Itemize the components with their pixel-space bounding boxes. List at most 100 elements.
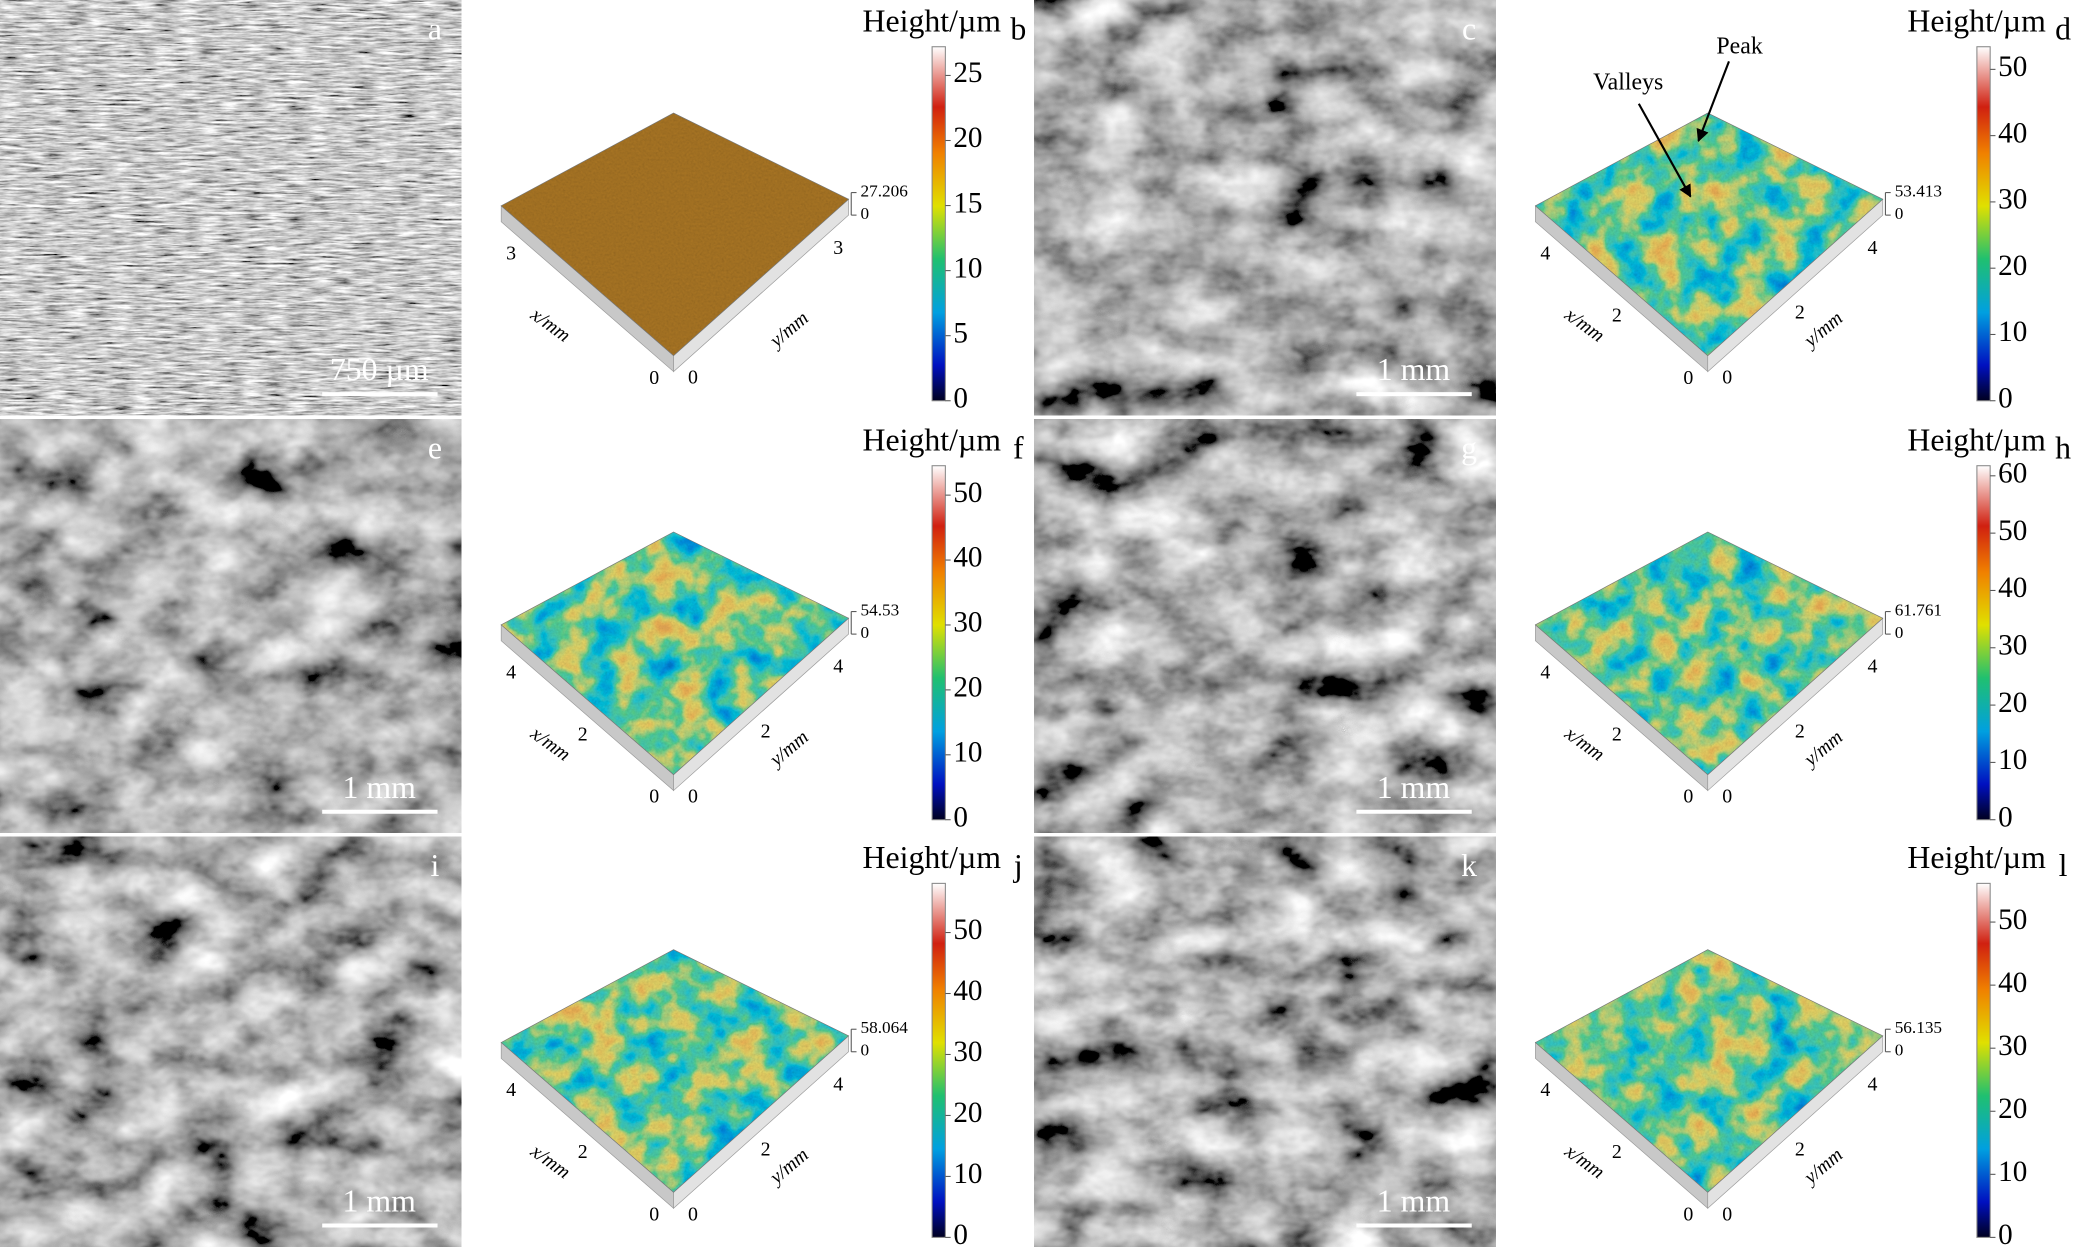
colorbar-tick-label: 0 bbox=[1998, 382, 2013, 414]
y-tick-label: 2 bbox=[761, 1138, 771, 1160]
y-tick-label: 4 bbox=[1867, 237, 1877, 259]
x-axis-label: x/mm bbox=[526, 722, 575, 766]
x-tick-label: 0 bbox=[649, 367, 659, 389]
y-tick-label: 3 bbox=[833, 237, 843, 259]
sem-image bbox=[1034, 836, 1496, 1247]
y-axis-label: y/mm bbox=[764, 1144, 813, 1190]
z-min-label: 0 bbox=[1895, 1041, 1904, 1060]
panel-label: f bbox=[1013, 430, 1024, 465]
panel-label: i bbox=[430, 848, 439, 883]
scale-bar-label: 750 µm bbox=[330, 352, 429, 387]
panel-label: e bbox=[428, 430, 442, 465]
x-tick-label: 0 bbox=[1683, 786, 1693, 808]
scale-bar-label: 1 mm bbox=[343, 1184, 417, 1219]
z-min-label: 0 bbox=[861, 204, 870, 223]
sem-image bbox=[0, 419, 462, 833]
y-tick-label: 2 bbox=[1795, 721, 1805, 743]
colorbar-tick-label: 10 bbox=[1998, 1156, 2027, 1188]
y-tick-label: 4 bbox=[833, 1073, 843, 1095]
panel-label: h bbox=[2055, 430, 2071, 465]
y-axis-label: y/mm bbox=[764, 307, 813, 353]
y-tick-label: 0 bbox=[1722, 367, 1732, 389]
colorbar-tick-label: 0 bbox=[953, 801, 968, 833]
colorbar-tick-label: 40 bbox=[1998, 117, 2027, 149]
panel-label: k bbox=[1461, 848, 1477, 883]
surface-edge bbox=[500, 531, 850, 776]
x-axis-label: x/mm bbox=[1560, 1140, 1609, 1184]
y-tick-label: 0 bbox=[688, 367, 698, 389]
colorbar-tick-label: 50 bbox=[1998, 51, 2027, 83]
z-max-label: 54.53 bbox=[861, 601, 900, 620]
panel-label: a bbox=[428, 11, 442, 46]
colorbar-tick-label: 20 bbox=[1998, 687, 2027, 719]
x-tick-label: 4 bbox=[1540, 242, 1550, 264]
colorbar-tick-label: 40 bbox=[1998, 572, 2027, 604]
y-tick-label: 2 bbox=[761, 721, 771, 743]
colorbar-tick-label: 30 bbox=[1998, 1030, 2027, 1062]
colorbar-title: Height/µm bbox=[863, 840, 1002, 875]
y-axis-label: y/mm bbox=[1798, 1144, 1847, 1190]
colorbar-tick-label: 25 bbox=[953, 57, 982, 89]
colorbar-tick-label: 10 bbox=[953, 736, 982, 768]
colorbar-title: Height/µm bbox=[1907, 840, 2046, 875]
panel-label: g bbox=[1461, 430, 1477, 465]
z-max-label: 58.064 bbox=[861, 1018, 909, 1037]
colorbar-title: Height/µm bbox=[863, 422, 1002, 457]
scale-bar-label: 1 mm bbox=[1377, 1184, 1451, 1219]
y-tick-label: 4 bbox=[833, 656, 843, 678]
colorbar-tick-label: 40 bbox=[1998, 967, 2027, 999]
colorbar bbox=[931, 882, 946, 1238]
annotation-arrow bbox=[1637, 103, 1692, 198]
x-tick-label: 0 bbox=[649, 1203, 659, 1225]
annotation-text: Valleys bbox=[1593, 69, 1663, 95]
colorbar-tick-label: 30 bbox=[1998, 184, 2027, 216]
x-tick-label: 4 bbox=[506, 1079, 516, 1101]
colorbar-tick-label: 20 bbox=[953, 672, 982, 704]
x-tick-label: 2 bbox=[578, 1141, 588, 1163]
panel-label: d bbox=[2055, 11, 2071, 46]
colorbar-tick-label: 50 bbox=[953, 477, 982, 509]
scale-bar-label: 1 mm bbox=[1377, 352, 1451, 387]
z-min-label: 0 bbox=[861, 1041, 870, 1060]
x-tick-label: 2 bbox=[1612, 305, 1622, 327]
colorbar-tick-label: 30 bbox=[953, 1036, 982, 1068]
surface-edge bbox=[500, 112, 850, 357]
colorbar-tick-label: 30 bbox=[1998, 629, 2027, 661]
x-axis-label: x/mm bbox=[1560, 722, 1609, 766]
colorbar-tick-label: 20 bbox=[953, 122, 982, 154]
colorbar-tick-label: 30 bbox=[953, 607, 982, 639]
z-max-label: 56.135 bbox=[1895, 1018, 1942, 1037]
y-tick-label: 0 bbox=[1722, 1203, 1732, 1225]
colorbar bbox=[931, 465, 946, 821]
z-max-label: 61.761 bbox=[1895, 601, 1942, 620]
colorbar bbox=[1976, 465, 1991, 821]
colorbar-tick-label: 10 bbox=[953, 252, 982, 284]
x-tick-label: 2 bbox=[1612, 724, 1622, 746]
x-tick-label: 0 bbox=[1683, 367, 1693, 389]
surface-edge bbox=[1534, 949, 1884, 1193]
x-tick-label: 4 bbox=[506, 661, 516, 683]
colorbar-title: Height/µm bbox=[863, 3, 1002, 38]
x-tick-label: 3 bbox=[506, 242, 516, 264]
colorbar-tick-label: 5 bbox=[953, 317, 968, 349]
y-tick-label: 0 bbox=[688, 1203, 698, 1225]
z-max-label: 53.413 bbox=[1895, 182, 1942, 201]
colorbar-tick-label: 0 bbox=[1998, 801, 2013, 833]
y-tick-label: 0 bbox=[688, 786, 698, 808]
colorbar-tick-label: 40 bbox=[953, 975, 982, 1007]
colorbar-tick-label: 10 bbox=[953, 1158, 982, 1190]
y-tick-label: 2 bbox=[1795, 1138, 1805, 1160]
colorbar-tick-label: 20 bbox=[953, 1097, 982, 1129]
y-tick-label: 0 bbox=[1722, 786, 1732, 808]
z-min-label: 0 bbox=[1895, 204, 1904, 223]
sem-image bbox=[0, 836, 462, 1247]
annotation-text: Peak bbox=[1716, 34, 1762, 60]
x-axis-label: x/mm bbox=[1560, 303, 1609, 347]
y-axis-label: y/mm bbox=[1798, 307, 1847, 353]
x-tick-label: 2 bbox=[578, 724, 588, 746]
panel-label: b bbox=[1010, 11, 1026, 46]
colorbar-tick-label: 60 bbox=[1998, 458, 2027, 490]
y-axis-label: y/mm bbox=[1798, 726, 1847, 772]
